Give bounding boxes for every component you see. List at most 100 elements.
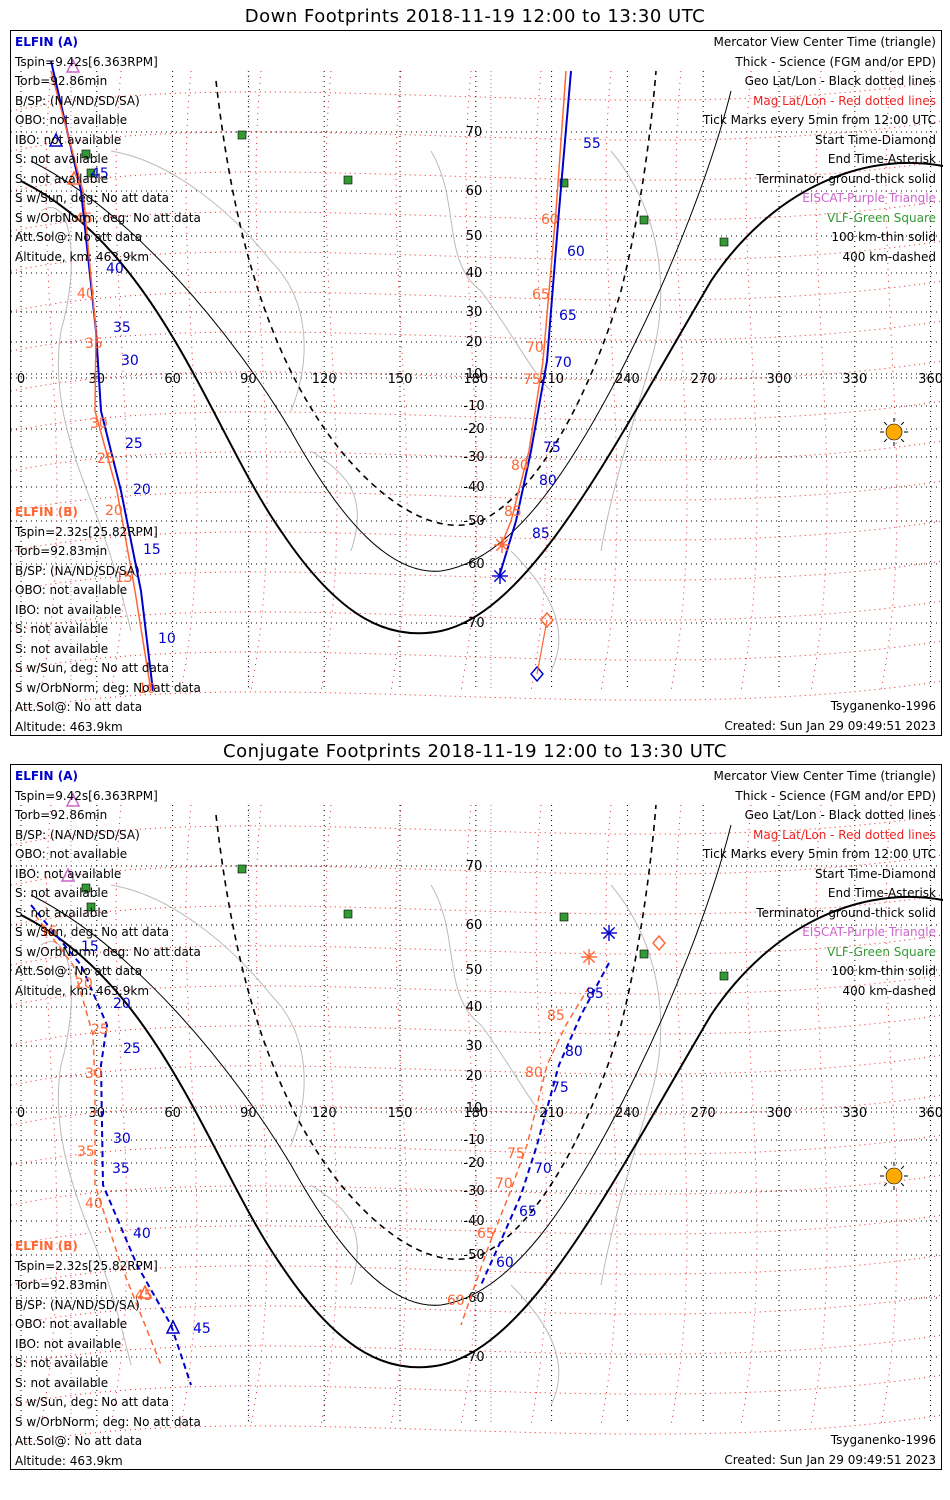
craft-a-line: IBO: not available: [15, 132, 122, 147]
craft-a-line: S: not available: [15, 171, 109, 186]
craft-b-line: OBO: not available: [15, 583, 128, 597]
lon-tick-label: 30: [89, 372, 106, 387]
craft-b-tick-label: 20: [75, 976, 93, 992]
craft-a-tick-label: 45: [193, 1321, 211, 1337]
coastline: [510, 1284, 560, 1406]
lon-tick-label: 120: [312, 1106, 337, 1121]
craft-b-start-diamond: [540, 611, 554, 629]
coastlines: [40, 150, 662, 672]
craft-b-line: Tspin=2.32s[25.82RPM]: [15, 1258, 158, 1273]
legend: Mercator View Center Time (triangle) Thi…: [703, 33, 936, 267]
craft-a-line: Torb=92.86min: [15, 808, 108, 822]
lat-tick-label: 20: [466, 335, 483, 350]
lon-tick-label: 240: [615, 372, 640, 387]
map-canvas: 0 30 60 90 120 150 180 210 240 270 300 330 360706050…: [11, 58, 943, 712]
lon-tick-label: 60: [164, 372, 181, 387]
craft-b-tick-label: 85: [547, 1008, 565, 1024]
coastline: [110, 884, 305, 1146]
craft-b-tick-label: 70: [526, 340, 544, 356]
lon-tick-label: 270: [691, 372, 716, 387]
craft-b-line: B/SP: (NA/ND/SD/SA): [15, 563, 140, 578]
craft-a-line: S w/OrbNorm, deg: No att data: [15, 944, 201, 959]
lon-tick-label: 330: [842, 1106, 867, 1121]
craft-a-line: Att.Sol@: No att data: [15, 230, 143, 244]
craft-b-tick-label: 65: [477, 1226, 495, 1242]
craft-b-start-diamond: [652, 934, 666, 952]
craft-a-line: S: not available: [15, 886, 109, 900]
craft-a-tick-label: 35: [112, 1161, 130, 1177]
craft-b-tick-label: 35: [77, 1144, 95, 1160]
craft-b-tick-label: 75: [507, 1146, 525, 1162]
mag-meridian: [670, 804, 688, 1426]
legend-vlf: VLF-Green Square: [827, 210, 936, 225]
craft-a-tick-label: 45: [91, 166, 109, 182]
craft-b-end-asterisk: [581, 949, 597, 965]
lat-tick-label: 50: [466, 963, 483, 978]
craft-b-track: [500, 70, 567, 547]
craft-b-line: Torb=92.83min: [15, 544, 108, 558]
map-canvas: 0 30 60 90 120 150 180 210 240 270 300 330 360706050…: [11, 792, 943, 1446]
lat-tick-label: 50: [466, 229, 483, 244]
legend-start-time: Start Time-Diamond: [814, 866, 936, 881]
eiscat-triangle: [65, 792, 81, 807]
craft-b-center-triangle: [137, 1284, 153, 1299]
craft-a-start-diamond: [530, 665, 544, 683]
craft-a-center-triangle: [165, 1319, 181, 1334]
craft-a-tick-label: 15: [143, 542, 161, 558]
conjugate-footprints-title: Conjugate Footprints 2018-11-19 12:00 to…: [223, 741, 727, 762]
terminator-ground: [20, 896, 943, 1369]
craft-b-line: Altitude: 463.9km: [15, 719, 123, 734]
lon-tick-label: 120: [312, 372, 337, 387]
vlf-station-square: [81, 883, 91, 893]
craft-b-tick-label: 25: [91, 1022, 109, 1038]
lat-tick-label: -50: [463, 1248, 484, 1263]
craft-a-end-asterisk: [492, 568, 508, 584]
craft-b-tick-label: 30: [85, 1066, 103, 1082]
craft-a-info: ELFIN (A) Tspin=9.42s[6.363RPM] Torb=92.8…: [15, 767, 201, 1001]
lat-tick-label: 70: [466, 125, 483, 140]
legend-400km: 400 km-dashed: [842, 983, 936, 998]
craft-a-tick-label: 20: [133, 482, 151, 498]
lon-tick-label: 180: [463, 372, 488, 387]
craft-b-tick-label: 40: [85, 1196, 103, 1212]
craft-a-line: B/SP: (NA/ND/SD/SA): [15, 93, 140, 108]
craft-b-tick-label: 10: [138, 681, 156, 697]
legend-geo-grid: Geo Lat/Lon - Black dotted lines: [744, 808, 936, 822]
legend-tick-marks: Tick Marks every 5min from 12:00 UTC: [702, 113, 936, 127]
craft-b-line: S w/OrbNorm, deg: No att data: [15, 1414, 201, 1429]
craft-a-center-triangle: [48, 132, 64, 147]
legend-eiscat: EISCAT-Purple Triangle: [802, 925, 936, 939]
lon-tick-label: 90: [240, 1106, 257, 1121]
terminator-100km: [30, 90, 732, 572]
vlf-station-square: [237, 864, 247, 874]
lat-tick-label: -10: [463, 1133, 484, 1148]
lon-tick-label: 180: [463, 1106, 488, 1121]
craft-a-tick-label: 30: [121, 353, 139, 369]
craft-a-tick-label: 25: [125, 436, 143, 452]
craft-a-tick-label: 65: [559, 308, 577, 324]
created-timestamp: Created: Sun Jan 29 09:49:51 2023: [724, 1452, 936, 1467]
craft-b-tick-label: 15: [40, 924, 58, 940]
craft-a-tick-label: 60: [567, 244, 585, 260]
vlf-station-square: [559, 178, 569, 188]
craft-b-info: ELFIN (B) Tspin=2.32s[25.82RPM] Torb=92.8…: [15, 503, 201, 737]
sun-icon: [880, 418, 908, 446]
craft-a-tick-label: 20: [113, 996, 131, 1012]
craft-a-line: S w/Sun, deg: No att data: [15, 191, 169, 205]
lon-tick-label: 150: [388, 372, 413, 387]
lat-tick-label: 40: [466, 266, 483, 281]
lon-tick-label: 0: [17, 1106, 25, 1121]
lat-tick-label: 10: [466, 1101, 483, 1116]
vlf-station-square: [343, 909, 353, 919]
craft-b-line: S: not available: [15, 641, 109, 656]
craft-a-track: [50, 60, 154, 692]
craft-a-name: ELFIN (A): [15, 35, 78, 49]
conjugate-footprints-map: 0 30 60 90 120 150 180 210 240 270 300 330 360 70 60 50…: [10, 764, 943, 1470]
lat-tick-label: 20: [466, 1069, 483, 1084]
coastline: [40, 207, 132, 632]
lat-tick-label: -30: [463, 450, 484, 465]
craft-a-tick-label: 15: [81, 939, 99, 955]
craft-a-tick-label: 70: [534, 1161, 552, 1177]
craft-a-tick-label: 80: [565, 1044, 583, 1060]
footer: Tsyganenko-1996 Created: Sun Jan 29 09:4…: [724, 697, 936, 736]
